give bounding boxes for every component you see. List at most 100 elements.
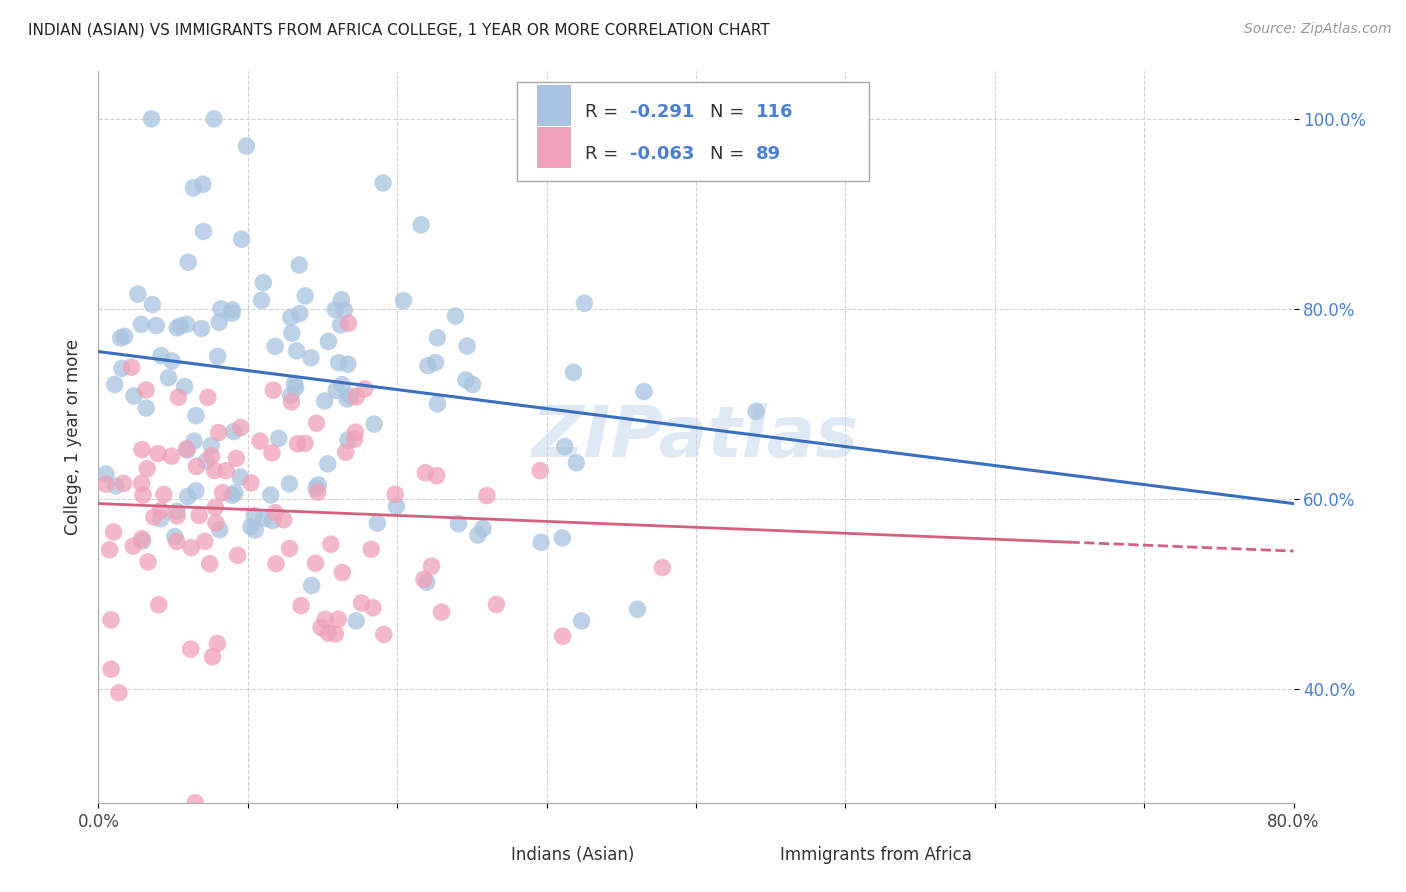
Point	[425, 355, 447, 369]
Point	[360, 542, 382, 557]
Point	[183, 434, 205, 449]
Point	[205, 516, 228, 530]
Point	[361, 600, 384, 615]
Point	[384, 487, 406, 501]
Point	[229, 420, 252, 434]
Point	[294, 436, 316, 450]
Text: INDIAN (ASIAN) VS IMMIGRANTS FROM AFRICA COLLEGE, 1 YEAR OR MORE CORRELATION CHA: INDIAN (ASIAN) VS IMMIGRANTS FROM AFRICA…	[28, 22, 770, 37]
Point	[132, 488, 155, 502]
Point	[288, 306, 311, 320]
Point	[240, 475, 263, 490]
Point	[200, 438, 222, 452]
Point	[145, 318, 167, 333]
Point	[329, 318, 352, 332]
Point	[651, 560, 673, 574]
Point	[281, 326, 304, 341]
Point	[426, 397, 449, 411]
Point	[160, 354, 183, 368]
Point	[160, 449, 183, 463]
Point	[190, 321, 212, 335]
Point	[188, 508, 211, 523]
Point	[146, 446, 169, 460]
Point	[284, 381, 307, 395]
Text: Immigrants from Africa: Immigrants from Africa	[779, 847, 972, 864]
Text: 89: 89	[756, 145, 780, 162]
Point	[149, 512, 172, 526]
Point	[530, 535, 553, 549]
Point	[229, 470, 252, 484]
Point	[253, 511, 276, 525]
Point	[195, 454, 218, 468]
Text: N =: N =	[710, 103, 751, 120]
Point	[148, 598, 170, 612]
Point	[209, 301, 232, 316]
Point	[142, 510, 165, 524]
Point	[461, 377, 484, 392]
Point	[243, 508, 266, 523]
Point	[94, 477, 117, 491]
Point	[336, 392, 359, 406]
Point	[103, 524, 125, 539]
Point	[392, 293, 415, 308]
Point	[157, 370, 180, 384]
Point	[186, 459, 208, 474]
Point	[456, 339, 478, 353]
Point	[221, 302, 243, 317]
Point	[225, 451, 247, 466]
Point	[330, 293, 353, 307]
Point	[350, 596, 373, 610]
Point	[301, 578, 323, 592]
Point	[131, 476, 153, 491]
Point	[104, 377, 127, 392]
Point	[202, 112, 225, 126]
Point	[314, 612, 336, 626]
Point	[108, 686, 131, 700]
Point	[328, 612, 350, 626]
Point	[131, 442, 153, 457]
Point	[239, 519, 262, 533]
Point	[290, 599, 312, 613]
Point	[201, 649, 224, 664]
FancyBboxPatch shape	[537, 85, 571, 125]
Point	[323, 627, 346, 641]
Point	[336, 357, 359, 371]
Point	[184, 796, 207, 810]
Point	[304, 556, 326, 570]
Point	[245, 523, 267, 537]
Point	[273, 513, 295, 527]
Point	[231, 232, 253, 246]
FancyBboxPatch shape	[517, 82, 869, 181]
Point	[197, 390, 219, 404]
Text: -0.291: -0.291	[630, 103, 695, 120]
Point	[385, 500, 408, 514]
Point	[413, 466, 436, 480]
Point	[278, 476, 301, 491]
Text: -0.063: -0.063	[630, 145, 695, 162]
Point	[318, 626, 340, 640]
Point	[307, 485, 329, 500]
Point	[333, 303, 356, 318]
Point	[294, 289, 316, 303]
Point	[267, 431, 290, 445]
Point	[135, 401, 157, 416]
Point	[208, 315, 231, 329]
Text: R =: R =	[585, 103, 624, 120]
Point	[633, 384, 655, 399]
Point	[191, 178, 214, 192]
Point	[224, 486, 246, 500]
Point	[173, 379, 195, 393]
Point	[226, 549, 249, 563]
Point	[149, 503, 172, 517]
Point	[264, 339, 287, 353]
Point	[262, 514, 284, 528]
Point	[551, 531, 574, 545]
Point	[529, 464, 551, 478]
Point	[221, 306, 243, 320]
Point	[344, 390, 367, 404]
Point	[299, 351, 322, 365]
Point	[135, 383, 157, 397]
Point	[344, 614, 367, 628]
Point	[336, 433, 359, 447]
Point	[475, 489, 498, 503]
Point	[335, 445, 357, 459]
